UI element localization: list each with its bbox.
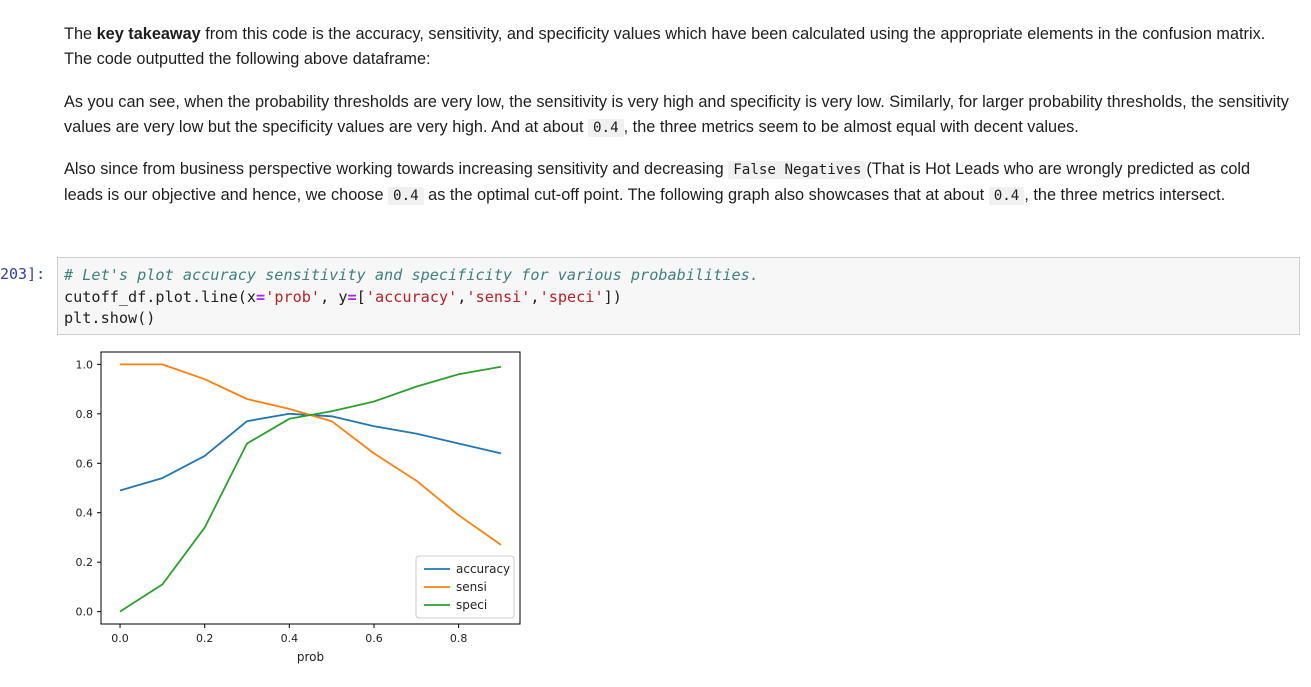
line-chart: 0.0 0.2 0.4 0.6 0.8 1.0 0.0 0.2 0.4 0.6 0.8 prob acc… (76, 351, 521, 664)
markdown-paragraph-thresholds: As you can see, when the probability thr… (64, 90, 1292, 141)
inline-code: 0.4 (988, 187, 1025, 205)
code-comment: # Let's plot accuracy sensitivity and sp… (64, 266, 759, 284)
y-tick-label: 0.6 (76, 457, 94, 470)
x-tick-label: 0.6 (365, 632, 383, 645)
series-line-speci (119, 365, 502, 613)
text: as the optimal cut-off point. The follow… (423, 186, 989, 204)
legend-box (415, 555, 515, 619)
text: As you can see, when the probability thr… (64, 93, 1289, 136)
x-tick-label: 0.8 (450, 632, 468, 645)
text: , the three metrics seem to be almost eq… (623, 118, 1079, 136)
y-tick-label: 0.4 (76, 507, 94, 520)
text: (That is Hot Leads who are wrongly predi… (64, 160, 1251, 204)
text: Also since from business perspective wor… (64, 160, 729, 178)
code-line-show: plt.show() (64, 309, 156, 327)
text: from this code is the accuracy, sensitiv… (64, 25, 1266, 68)
x-tick-label: 0.2 (196, 632, 214, 645)
cell-output: 0.0 0.2 0.4 0.6 0.8 1.0 0.0 0.2 0.4 0.6 0.8 prob acc… (57, 346, 557, 676)
x-tick-label: 0.4 (281, 632, 299, 645)
inline-code: 0.4 (388, 187, 424, 205)
y-tick-label: 0.8 (76, 408, 94, 421)
inline-code: 0.4 (588, 119, 624, 137)
y-tick-label: 0.2 (76, 556, 94, 569)
markdown-paragraph-cutoff: Also since from business perspective wor… (64, 157, 1292, 209)
code-line-plot: cutoff_df.plot.line(x='prob', y=['accura… (64, 287, 622, 306)
x-tick-label: 0.0 (111, 632, 129, 645)
code-cell-input[interactable]: # Let's plot accuracy sensitivity and sp… (57, 257, 1300, 335)
text: The (64, 25, 97, 43)
cell-prompt: 203]: (0, 265, 46, 283)
x-axis-label: prob (297, 650, 324, 664)
text: , the three metrics intersect. (1024, 186, 1226, 204)
legend-label-sensi: sensi (456, 580, 487, 594)
legend-label-accuracy: accuracy (456, 562, 510, 576)
y-tick-label: 1.0 (76, 358, 94, 371)
legend-label-speci: speci (456, 598, 487, 612)
bold-key-takeaway: key takeaway (96, 25, 201, 43)
markdown-paragraph-key-takeaway: The key takeaway from this code is the a… (64, 22, 1292, 72)
y-tick-label: 0.0 (76, 606, 94, 619)
inline-code: False Negatives (728, 161, 867, 179)
code-editor[interactable]: # Let's plot accuracy sensitivity and sp… (64, 265, 759, 330)
